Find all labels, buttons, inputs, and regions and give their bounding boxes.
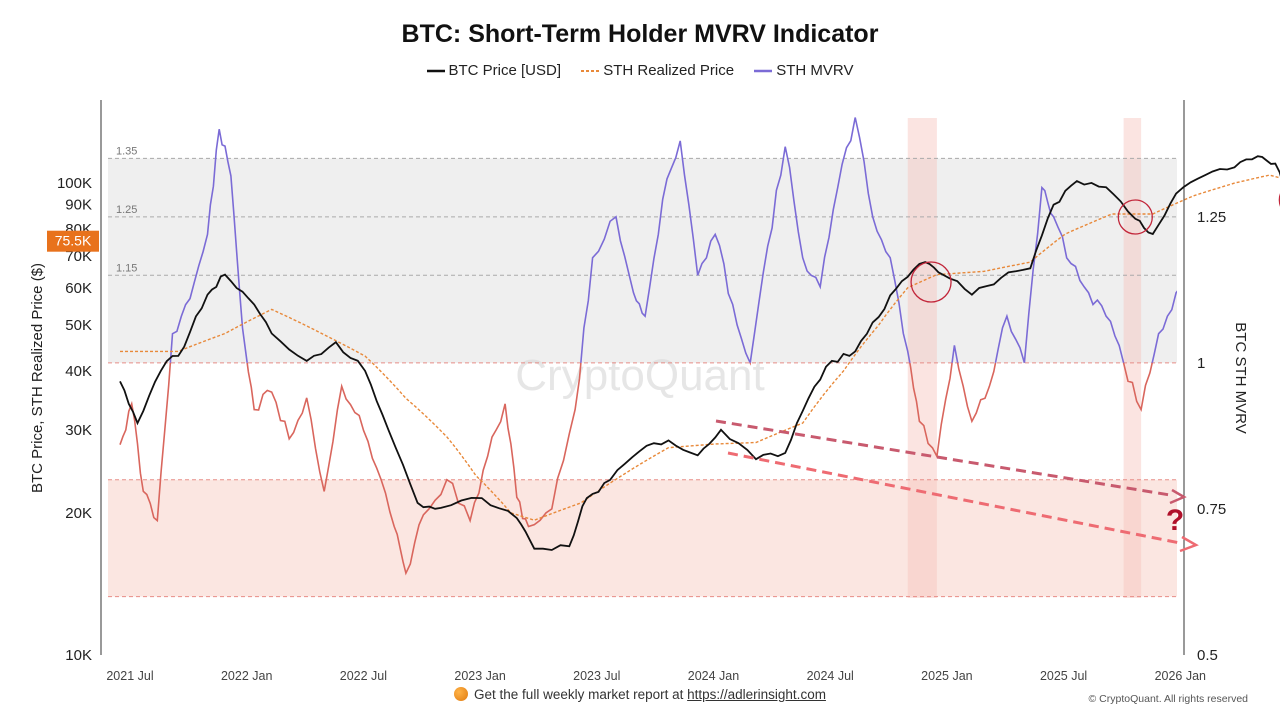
- y-right-tick-1: 0.75: [1197, 501, 1226, 518]
- copyright: © CryptoQuant. All rights reserved: [1088, 693, 1248, 705]
- x-tick-7: 2025 Jan: [921, 669, 972, 683]
- x-tick-9: 2026 Jan: [1155, 669, 1206, 683]
- trend-arrowhead-lower: [1179, 535, 1199, 553]
- x-tick-8: 2025 Jul: [1040, 669, 1087, 683]
- trend-arrow-upper: [715, 419, 1171, 497]
- undervalued-zone: [108, 479, 1177, 597]
- x-tick-3: 2023 Jan: [454, 669, 505, 683]
- band-label-0: 1.35: [116, 145, 137, 157]
- legend-item-realized[interactable]: STH Realized Price: [581, 62, 734, 79]
- y-left-tick-1: 20K: [65, 505, 92, 522]
- highlight-column-1: [1123, 118, 1142, 598]
- legend-item-mvrv[interactable]: STH MVRV: [754, 62, 853, 79]
- y-axis-left-title: BTC Price, STH Realized Price ($): [29, 263, 46, 493]
- report-icon: [454, 687, 469, 701]
- y-left-tick-8: 90K: [65, 197, 92, 214]
- legend-label-price: BTC Price [USD]: [448, 62, 562, 79]
- legend-swatch-mvrv: [754, 69, 773, 73]
- series-line-realized-price: [120, 174, 1280, 521]
- dip-circle-2: [1278, 193, 1280, 207]
- y-axis-right-title: BTC STH MVRV: [1232, 322, 1249, 433]
- y-right-tick-3: 1.25: [1197, 209, 1226, 226]
- y-left-tick-0: 10K: [65, 647, 92, 664]
- y-left-tick-2: 30K: [65, 422, 92, 439]
- legend-label-mvrv: STH MVRV: [776, 62, 854, 79]
- y-left-tick-3: 40K: [65, 363, 92, 380]
- dip-circle-1: [1117, 199, 1153, 235]
- current-price-tag: [47, 230, 99, 252]
- band-label-1: 1.25: [116, 204, 137, 216]
- y-right-tick-2: 1: [1197, 355, 1205, 372]
- trend-arrow-lower: [727, 451, 1181, 545]
- y-right-tick-0: 0.5: [1197, 647, 1218, 664]
- x-tick-1: 2022 Jan: [221, 669, 272, 683]
- watermark: CryptoQuant: [515, 351, 764, 400]
- x-tick-6: 2024 Jul: [807, 669, 854, 683]
- y-left-tick-6: 70K: [65, 248, 92, 265]
- legend-label-realized: STH Realized Price: [603, 62, 735, 79]
- footer-link[interactable]: https://adlerinsight.com: [687, 687, 826, 702]
- footer-text: Get the full weekly market report at: [474, 687, 688, 702]
- legend-swatch-price: [426, 69, 445, 73]
- x-tick-4: 2023 Jul: [573, 669, 620, 683]
- current-price-label: 75.5K: [55, 233, 92, 249]
- x-tick-0: 2021 Jul: [106, 669, 153, 683]
- x-tick-2: 2022 Jul: [340, 669, 387, 683]
- question-mark-annotation: ?: [1166, 504, 1184, 537]
- legend: BTC Price [USD] STH Realized Price STH M…: [0, 62, 1280, 79]
- trend-arrowhead-upper: [1169, 488, 1187, 505]
- y-left-tick-4: 50K: [65, 317, 92, 334]
- x-tick-5: 2024 Jan: [688, 669, 739, 683]
- band-label-2: 1.15: [116, 262, 137, 274]
- overvalued-zone: [108, 158, 1177, 363]
- series-line-btc-price: [119, 155, 1280, 551]
- legend-item-price[interactable]: BTC Price [USD]: [426, 62, 562, 79]
- dip-circle-0: [910, 261, 952, 303]
- y-left-tick-5: 60K: [65, 280, 92, 297]
- y-left-tick-9: 100K: [57, 175, 92, 192]
- series-line-mvrv-high: [169, 117, 1177, 363]
- series-line-mvrv-low: [119, 362, 1154, 576]
- legend-swatch-realized: [581, 70, 600, 73]
- highlight-column-0: [907, 118, 937, 598]
- chart-title: BTC: Short-Term Holder MVRV Indicator: [401, 20, 879, 48]
- footer: Get the full weekly market report at htt…: [0, 687, 1280, 702]
